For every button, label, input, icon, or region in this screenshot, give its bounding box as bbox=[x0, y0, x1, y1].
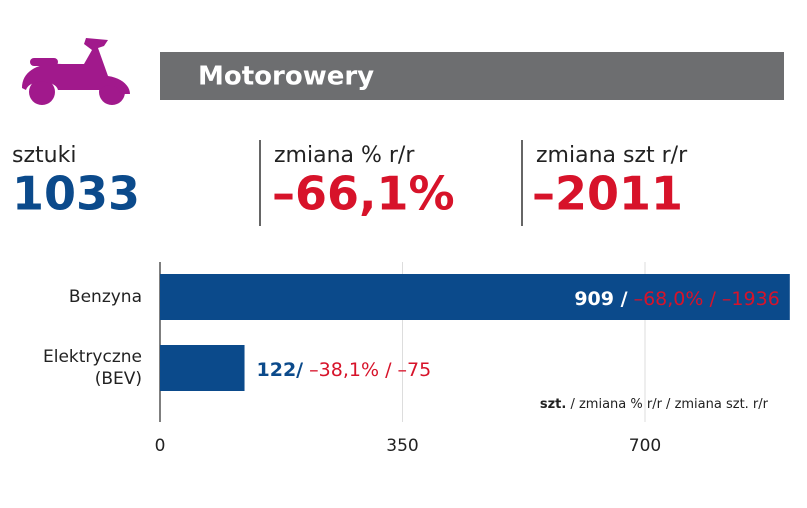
kpi-value: 1033 bbox=[12, 167, 140, 221]
title-band bbox=[160, 52, 784, 100]
category-line: Elektryczne bbox=[43, 347, 142, 367]
value-number: 122/ bbox=[257, 359, 304, 381]
note-bold: szt. bbox=[540, 397, 566, 412]
bar bbox=[160, 345, 245, 391]
scooter-icon bbox=[22, 38, 130, 105]
kpi-value: –2011 bbox=[532, 167, 683, 221]
category-line: (BEV) bbox=[95, 369, 142, 389]
change-label: –38,1% / –75 bbox=[309, 359, 431, 381]
note-text: / zmiana % r/r / zmiana szt. r/r bbox=[570, 397, 768, 412]
x-tick-label: 0 bbox=[155, 436, 166, 456]
value-number: 909 / bbox=[574, 288, 627, 310]
plot: 0 350 700 Benzyna 909 / –68,0% / –1936 Elektr… bbox=[43, 262, 790, 456]
value-label: 122/ –38,1% / –75 bbox=[257, 359, 432, 381]
kpi-label: zmiana szt r/r bbox=[536, 143, 688, 168]
kpi-value: –66,1% bbox=[272, 167, 455, 221]
change-label: –68,0% / –1936 bbox=[634, 288, 780, 310]
note: szt. / zmiana % r/r / zmiana szt. r/r bbox=[540, 397, 769, 412]
title: Motorowery bbox=[198, 62, 374, 92]
category-label: Elektryczne (BEV) bbox=[43, 347, 142, 389]
kpi-label: zmiana % r/r bbox=[274, 143, 415, 168]
value-label: 909 / –68,0% / –1936 bbox=[574, 288, 779, 310]
bar bbox=[160, 274, 790, 320]
kpi-label: sztuki bbox=[12, 143, 76, 168]
x-tick-label: 700 bbox=[629, 436, 661, 456]
category-label: Benzyna bbox=[69, 287, 142, 307]
x-tick-label: 350 bbox=[386, 436, 418, 456]
